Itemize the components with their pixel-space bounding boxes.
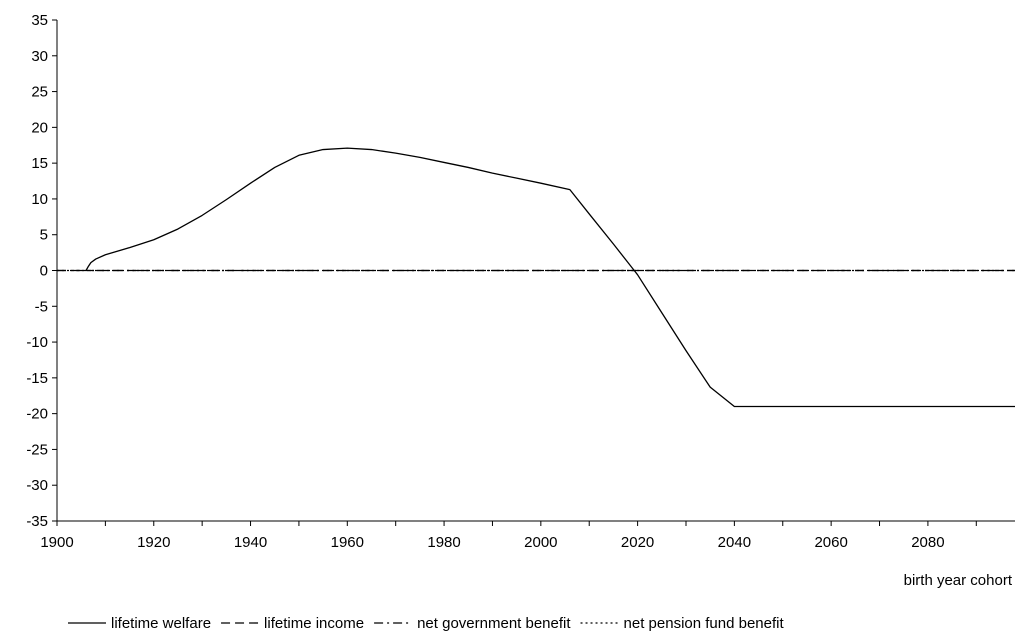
x-axis-title: birth year cohort — [904, 572, 1013, 589]
y-tick-label: -10 — [26, 334, 48, 351]
x-ticks: 1900 1920 1940 1960 1980 2000 2020 2040 2060 2080 — [40, 521, 977, 551]
x-tick-label: 1940 — [234, 534, 267, 551]
y-tick-label: -25 — [26, 441, 48, 458]
y-tick-label: 25 — [31, 84, 48, 101]
legend-label: net government benefit — [417, 615, 571, 632]
y-tick-label: 20 — [31, 119, 48, 136]
x-tick-label: 2060 — [814, 534, 847, 551]
series-lines — [57, 147, 1015, 408]
x-tick-label: 2020 — [621, 534, 654, 551]
y-tick-label: -5 — [35, 298, 48, 315]
y-tick-label: 30 — [31, 48, 48, 65]
x-tick-label: 2000 — [524, 534, 557, 551]
x-tick-label: 1980 — [427, 534, 460, 551]
x-tick-label: 1960 — [331, 534, 364, 551]
y-tick-label: 10 — [31, 191, 48, 208]
x-tick-label: 2040 — [718, 534, 751, 551]
y-tick-label: 35 — [31, 12, 48, 29]
legend-label: lifetime welfare — [111, 615, 211, 632]
y-tick-label: -35 — [26, 513, 48, 530]
x-tick-label: 1920 — [137, 534, 170, 551]
y-tick-label: 5 — [40, 227, 48, 244]
y-tick-label: -20 — [26, 406, 48, 423]
series-line-lifetime-welfare — [85, 147, 1015, 408]
legend-label: net pension fund benefit — [624, 615, 785, 632]
legend: lifetime welfare lifetime income net gover… — [68, 615, 784, 632]
y-tick-label: -30 — [26, 477, 48, 494]
y-ticks: 35 30 25 20 15 10 5 0 -5 -10 -15 -20 -25 -30 -35 — [26, 12, 57, 530]
y-tick-label: -15 — [26, 370, 48, 387]
legend-label: lifetime income — [264, 615, 364, 632]
x-tick-label: 1900 — [40, 534, 73, 551]
y-tick-label: 15 — [31, 155, 48, 172]
y-tick-label: 0 — [40, 263, 48, 280]
x-tick-label: 2080 — [911, 534, 944, 551]
